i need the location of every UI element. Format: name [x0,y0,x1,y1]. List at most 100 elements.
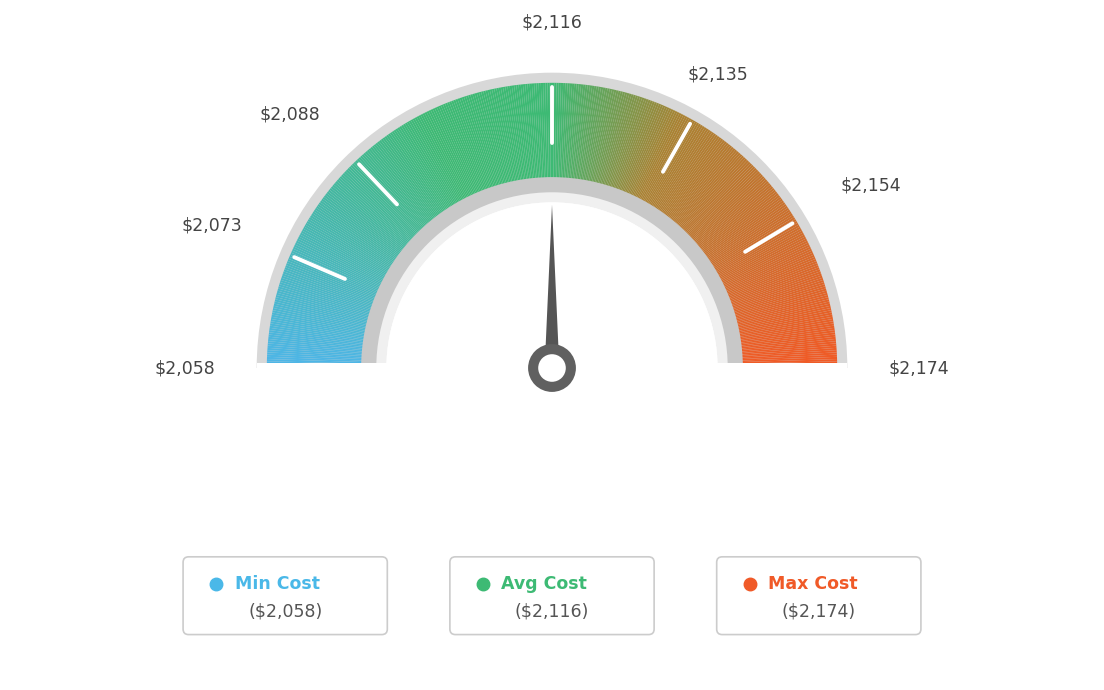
Wedge shape [737,319,834,337]
Wedge shape [326,193,403,254]
Wedge shape [488,90,511,184]
Wedge shape [667,141,726,219]
Wedge shape [556,83,561,179]
Wedge shape [634,111,678,199]
Wedge shape [689,171,760,239]
Wedge shape [607,95,638,188]
Wedge shape [443,104,481,194]
Wedge shape [737,317,832,335]
Wedge shape [521,84,533,181]
Wedge shape [677,154,742,228]
Wedge shape [615,99,649,190]
Wedge shape [734,297,829,322]
Wedge shape [584,87,603,182]
Wedge shape [312,211,394,266]
Wedge shape [267,355,363,361]
Wedge shape [352,164,421,234]
Wedge shape [392,131,447,212]
Wedge shape [283,273,374,307]
Wedge shape [289,255,379,295]
Wedge shape [425,112,469,199]
Wedge shape [731,278,824,310]
Wedge shape [416,116,464,202]
Wedge shape [718,230,803,279]
Wedge shape [386,202,718,368]
Wedge shape [693,179,767,244]
Wedge shape [390,132,446,213]
Wedge shape [449,101,486,192]
Wedge shape [357,159,424,230]
Wedge shape [285,265,376,302]
Wedge shape [629,108,671,197]
Wedge shape [378,141,437,219]
Wedge shape [411,119,460,204]
Wedge shape [375,143,436,220]
Wedge shape [370,147,433,223]
Wedge shape [728,265,819,302]
Wedge shape [363,152,428,226]
Wedge shape [740,335,836,347]
Wedge shape [680,159,747,230]
Wedge shape [353,161,422,233]
Wedge shape [636,113,681,200]
Wedge shape [566,83,576,180]
Wedge shape [328,190,405,251]
Wedge shape [735,299,829,324]
Wedge shape [288,257,379,296]
Wedge shape [740,341,836,352]
Wedge shape [454,99,488,191]
Wedge shape [296,241,383,285]
Wedge shape [578,86,594,181]
Wedge shape [322,197,401,256]
Wedge shape [403,124,455,207]
Wedge shape [740,350,837,357]
Wedge shape [270,324,365,340]
Wedge shape [739,328,835,343]
Text: Avg Cost: Avg Cost [501,575,587,593]
Wedge shape [433,108,475,197]
Text: $2,174: $2,174 [889,359,949,377]
Wedge shape [530,83,539,180]
Wedge shape [691,176,764,242]
Wedge shape [624,104,664,195]
Wedge shape [333,183,408,246]
Wedge shape [718,233,804,279]
Wedge shape [657,131,712,212]
Wedge shape [329,188,406,250]
Wedge shape [278,286,371,315]
Wedge shape [464,96,495,188]
Wedge shape [671,147,734,223]
Wedge shape [277,288,371,317]
Wedge shape [725,255,815,295]
Wedge shape [719,235,805,281]
Wedge shape [692,178,766,244]
FancyBboxPatch shape [183,557,388,635]
Wedge shape [468,95,498,188]
Wedge shape [428,110,471,198]
Wedge shape [340,176,413,242]
Wedge shape [725,257,816,296]
Wedge shape [609,96,640,188]
Wedge shape [686,166,755,236]
Wedge shape [712,217,795,270]
Wedge shape [714,223,798,273]
Wedge shape [649,124,701,207]
Wedge shape [730,273,821,307]
Wedge shape [713,221,797,272]
Wedge shape [267,348,364,356]
Wedge shape [401,125,454,208]
Wedge shape [732,282,825,313]
Wedge shape [734,295,828,321]
Wedge shape [701,193,778,254]
Wedge shape [397,127,450,210]
Wedge shape [342,172,414,240]
Wedge shape [739,333,836,346]
Wedge shape [338,178,412,244]
Wedge shape [332,184,407,248]
Wedge shape [741,362,837,365]
Wedge shape [321,199,401,257]
Wedge shape [309,217,392,270]
Wedge shape [315,208,396,263]
Wedge shape [661,136,720,215]
Wedge shape [643,118,691,204]
